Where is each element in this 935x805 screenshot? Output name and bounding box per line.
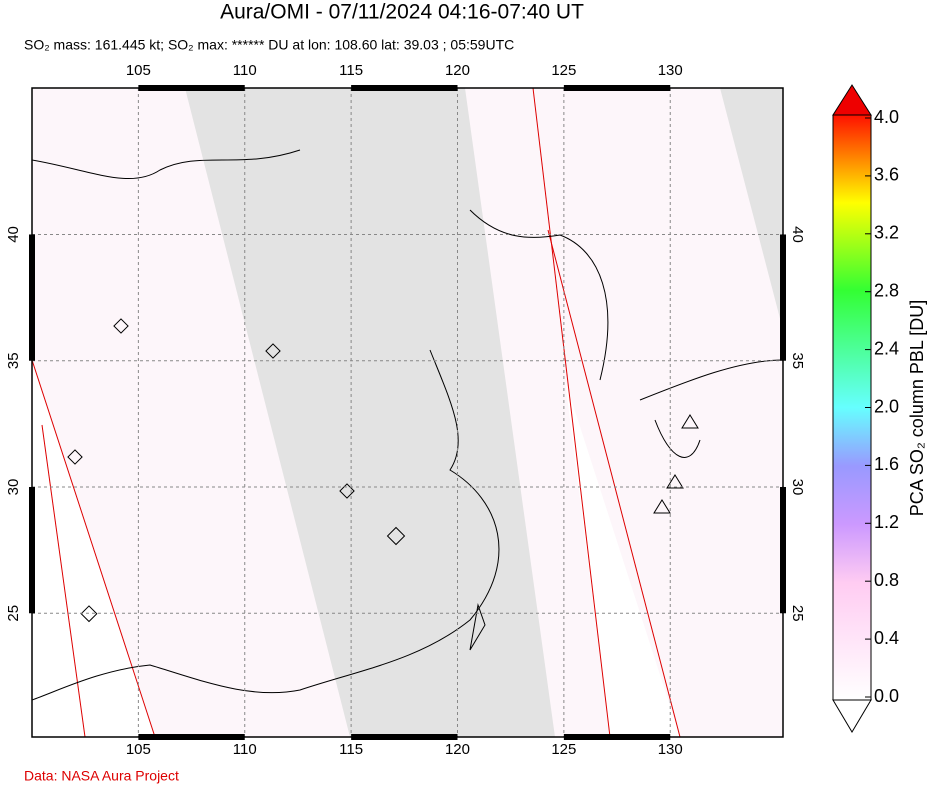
x-tick-label: 120 xyxy=(445,741,470,758)
axis-bar xyxy=(29,234,35,361)
colorbar-tick-label: 4.0 xyxy=(874,107,899,127)
y-tick-label: 25 xyxy=(789,605,806,622)
colorbar-tick-label: 0.0 xyxy=(874,686,899,706)
axis-bar xyxy=(351,85,458,91)
x-tick-label: 125 xyxy=(551,62,576,79)
colorbar xyxy=(832,114,872,701)
colorbar-tick-label: 3.2 xyxy=(874,223,899,243)
axes: 105 105 110 110 115 115 120 120 125 125 130 130 25 25… xyxy=(5,62,806,758)
colorbar-tick-label: 1.2 xyxy=(874,512,899,532)
x-tick-label: 105 xyxy=(126,62,151,79)
colorbar-tick-label: 0.8 xyxy=(874,570,899,590)
x-tick-label: 130 xyxy=(658,62,683,79)
axis-bar xyxy=(29,486,35,614)
swath-edge xyxy=(565,380,680,737)
coastline xyxy=(32,149,783,701)
axis-bar xyxy=(351,734,458,740)
credit: Data: NASA Aura Project xyxy=(24,768,179,784)
y-tick-label: 40 xyxy=(5,226,22,243)
y-tick-label: 35 xyxy=(789,352,806,369)
colorbar-ticks: 0.0 0.4 0.8 1.2 1.6 2.0 2.4 2.8 3.2 3.6 4.0 xyxy=(865,107,899,706)
axis-bar xyxy=(780,234,786,361)
volcano-markers xyxy=(67,318,699,623)
colorbar-tick-label: 1.6 xyxy=(874,454,899,474)
title: Aura/OMI - 07/11/2024 04:16-07:40 UT xyxy=(220,1,584,24)
colorbar-max-arrow xyxy=(832,84,872,116)
axis-bar xyxy=(563,85,671,91)
axis-bar xyxy=(780,486,786,614)
colorbar-min-arrow xyxy=(832,699,872,733)
x-tick-label: 130 xyxy=(658,741,683,758)
colorbar-label: PCA SO₂ column PBL [DU] xyxy=(907,300,927,516)
y-tick-label: 25 xyxy=(5,605,22,622)
colorbar-tick-label: 0.4 xyxy=(874,628,899,648)
orbit-lines xyxy=(32,88,681,737)
colorbar-tick-label: 2.8 xyxy=(874,280,899,300)
x-tick-label: 115 xyxy=(339,741,363,758)
x-tick-label: 120 xyxy=(445,62,470,79)
x-tick-label: 115 xyxy=(339,62,363,79)
colorbar-tick-label: 3.6 xyxy=(874,165,899,185)
swath-gap xyxy=(720,88,783,330)
map-area xyxy=(32,88,783,737)
y-tick-label: 35 xyxy=(5,352,22,369)
colorbar-tick-label: 2.0 xyxy=(874,396,899,416)
grid xyxy=(32,88,783,737)
y-tick-label: 40 xyxy=(789,226,806,243)
x-tick-label: 125 xyxy=(551,741,576,758)
axis-bar xyxy=(138,85,245,91)
axis-bar xyxy=(563,734,671,740)
y-tick-label: 30 xyxy=(5,479,22,496)
y-tick-label: 30 xyxy=(789,479,806,496)
x-tick-label: 110 xyxy=(233,62,257,79)
subtitle: SO₂ mass: 161.445 kt; SO₂ max: ****** DU… xyxy=(24,37,514,53)
swath-gap xyxy=(185,88,555,737)
colorbar-tick-label: 2.4 xyxy=(874,338,899,358)
x-tick-label: 105 xyxy=(126,741,151,758)
axis-bar xyxy=(138,734,245,740)
x-tick-label: 110 xyxy=(233,741,257,758)
